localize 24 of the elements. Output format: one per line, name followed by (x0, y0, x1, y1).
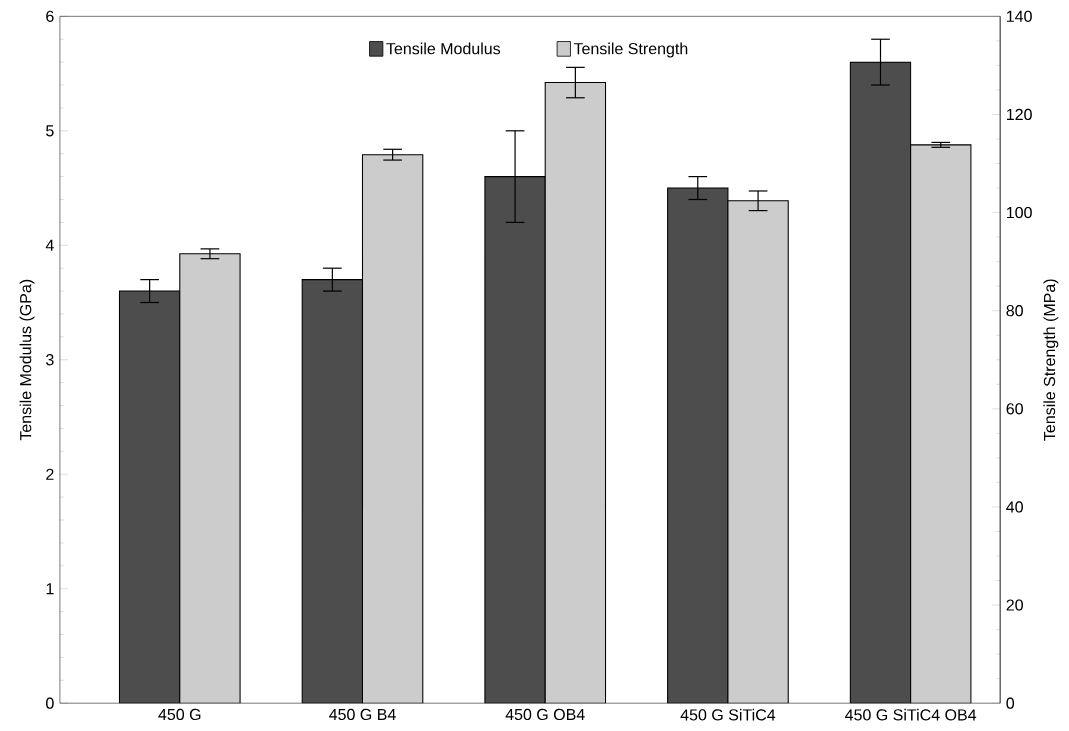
y-tick-label: 6 (46, 10, 54, 22)
y2-tick-label: 80 (1006, 304, 1023, 317)
y-tick-label: 3 (46, 354, 54, 366)
y-tick-label: 5 (46, 125, 54, 137)
x-tick-label: 450 G OB4 (505, 708, 585, 721)
y2-tick-label: 40 (1006, 501, 1023, 513)
y-axis-title: Tensile Modulus (GPa) (19, 279, 35, 441)
x-tick-label: 450 G (158, 708, 201, 721)
y2-tick-label: 60 (1006, 403, 1023, 415)
y-tick-label: 2 (46, 468, 54, 480)
y-tick-label: 0 (46, 697, 54, 709)
x-tick-label: 450 G SiTiC4 (680, 708, 776, 721)
x-tick-label: 450 G B4 (329, 708, 396, 721)
legend-label: Tensile Modulus (386, 42, 501, 55)
y2-tick-label: 100 (1006, 206, 1032, 219)
y2-axis-title: Tensile Strength (MPa) (1043, 279, 1059, 441)
y2-tick-label: 0 (1006, 697, 1015, 709)
x-tick-label: 450 G SiTiC4 OB4 (845, 708, 977, 721)
y2-tick-label: 20 (1006, 599, 1023, 611)
y-tick-label: 1 (46, 583, 54, 595)
legend-label: Tensile Strength (573, 42, 688, 58)
y-tick-label: 4 (45, 239, 54, 251)
y2-tick-label: 120 (1006, 108, 1032, 121)
y2-tick-label: 140 (1006, 10, 1032, 22)
